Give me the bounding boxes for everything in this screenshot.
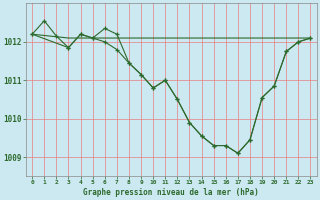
X-axis label: Graphe pression niveau de la mer (hPa): Graphe pression niveau de la mer (hPa) — [84, 188, 259, 197]
